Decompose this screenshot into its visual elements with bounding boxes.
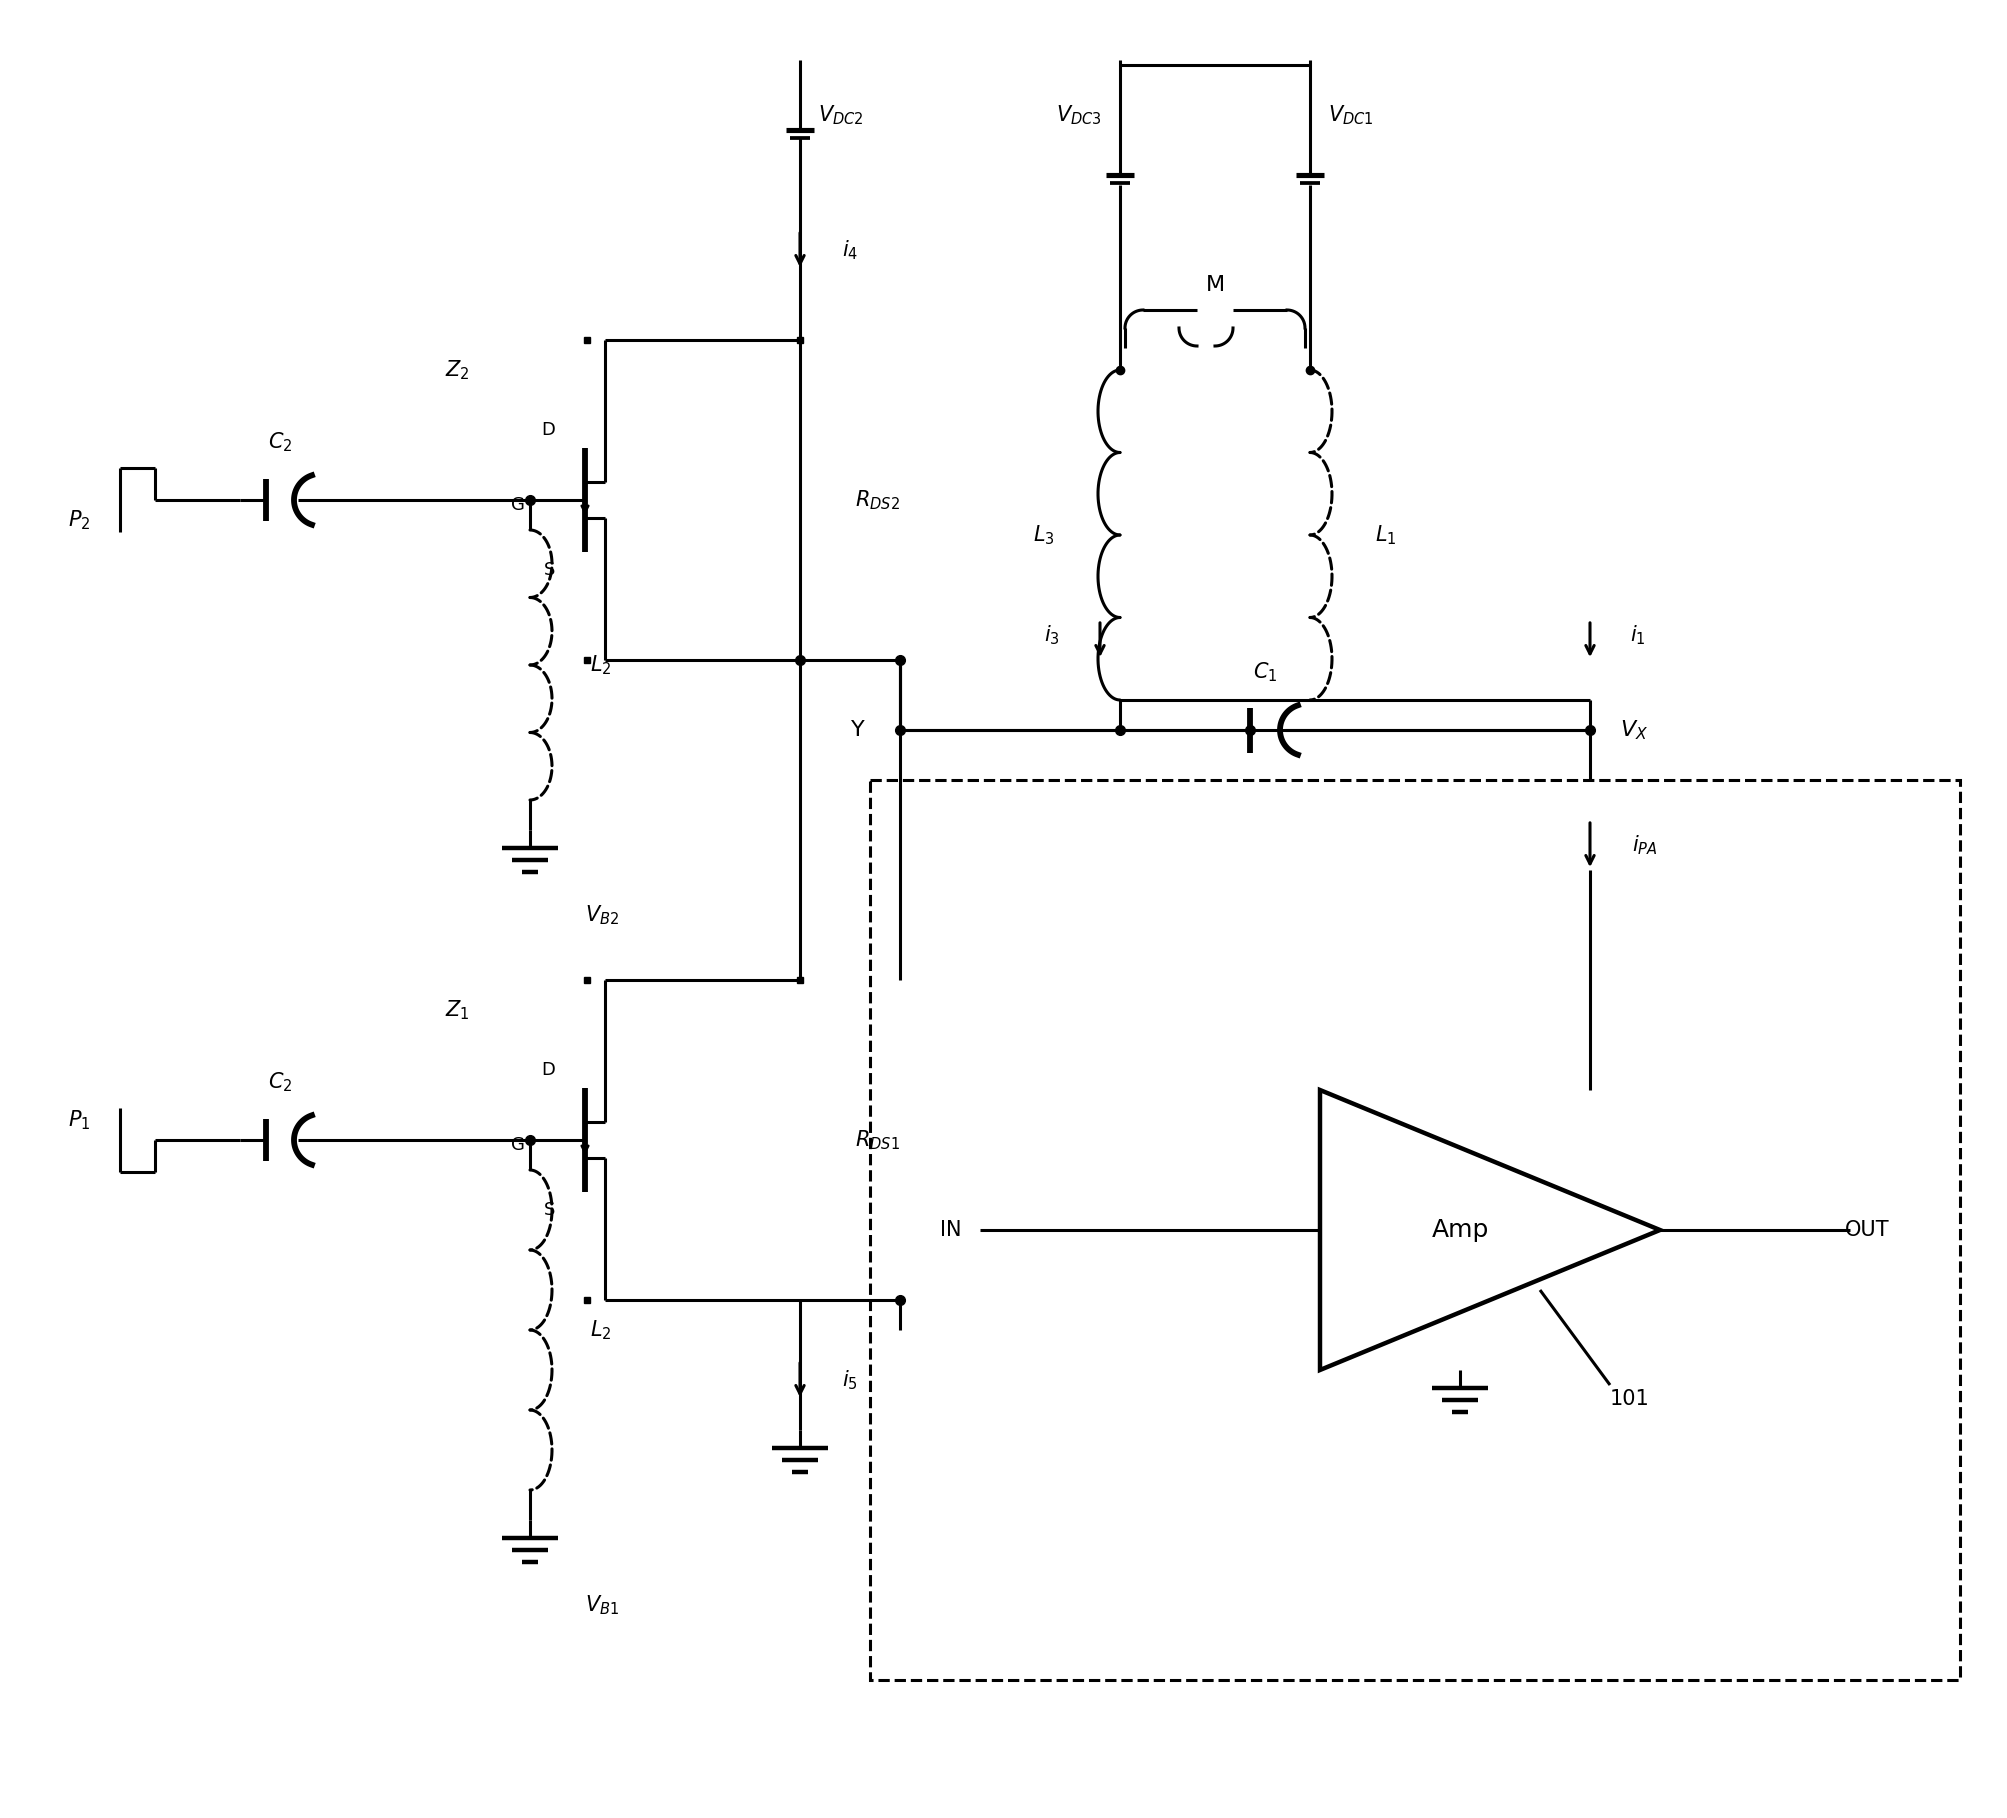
Bar bbox=[869, 780, 1959, 1680]
Text: G: G bbox=[512, 1136, 524, 1154]
Text: $V_{DC3}$: $V_{DC3}$ bbox=[1056, 104, 1102, 127]
Text: IN: IN bbox=[939, 1220, 961, 1240]
Text: $Z_1$: $Z_1$ bbox=[446, 998, 470, 1022]
Text: D: D bbox=[540, 422, 554, 438]
Text: G: G bbox=[512, 496, 524, 514]
Text: $P_2$: $P_2$ bbox=[68, 509, 90, 533]
Text: S: S bbox=[544, 562, 554, 578]
Text: S: S bbox=[544, 1202, 554, 1220]
Text: $i_5$: $i_5$ bbox=[841, 1369, 857, 1393]
Text: $V_X$: $V_X$ bbox=[1620, 718, 1648, 742]
Text: $C_2$: $C_2$ bbox=[267, 1071, 293, 1094]
Text: $V_{DC1}$: $V_{DC1}$ bbox=[1327, 104, 1373, 127]
Text: $V_{B1}$: $V_{B1}$ bbox=[584, 1593, 618, 1616]
Text: Y: Y bbox=[851, 720, 865, 740]
Text: $R_{DS2}$: $R_{DS2}$ bbox=[855, 489, 899, 513]
Text: D: D bbox=[540, 1062, 554, 1080]
Text: $i_{PA}$: $i_{PA}$ bbox=[1632, 833, 1658, 856]
Text: $V_{DC2}$: $V_{DC2}$ bbox=[817, 104, 863, 127]
Text: M: M bbox=[1204, 275, 1224, 295]
Text: $Z_2$: $Z_2$ bbox=[446, 358, 470, 382]
Text: $i_4$: $i_4$ bbox=[841, 238, 857, 262]
Text: 101: 101 bbox=[1610, 1389, 1650, 1409]
Text: $P_1$: $P_1$ bbox=[68, 1109, 90, 1133]
Text: $C_2$: $C_2$ bbox=[267, 431, 293, 454]
Text: $L_1$: $L_1$ bbox=[1375, 524, 1395, 547]
Text: OUT: OUT bbox=[1844, 1220, 1889, 1240]
Text: $C_1$: $C_1$ bbox=[1252, 660, 1276, 684]
Text: $V_{B2}$: $V_{B2}$ bbox=[584, 904, 618, 927]
Text: $L_2$: $L_2$ bbox=[590, 1318, 612, 1342]
Text: $L_2$: $L_2$ bbox=[590, 653, 612, 676]
Text: $i_3$: $i_3$ bbox=[1044, 624, 1060, 647]
Text: Amp: Amp bbox=[1431, 1218, 1487, 1242]
Text: $i_1$: $i_1$ bbox=[1630, 624, 1646, 647]
Text: $L_3$: $L_3$ bbox=[1034, 524, 1054, 547]
Text: $R_{DS1}$: $R_{DS1}$ bbox=[855, 1129, 899, 1153]
